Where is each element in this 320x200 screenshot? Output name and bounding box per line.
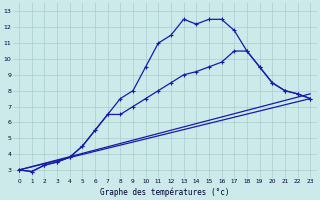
- X-axis label: Graphe des températures (°c): Graphe des températures (°c): [100, 187, 229, 197]
